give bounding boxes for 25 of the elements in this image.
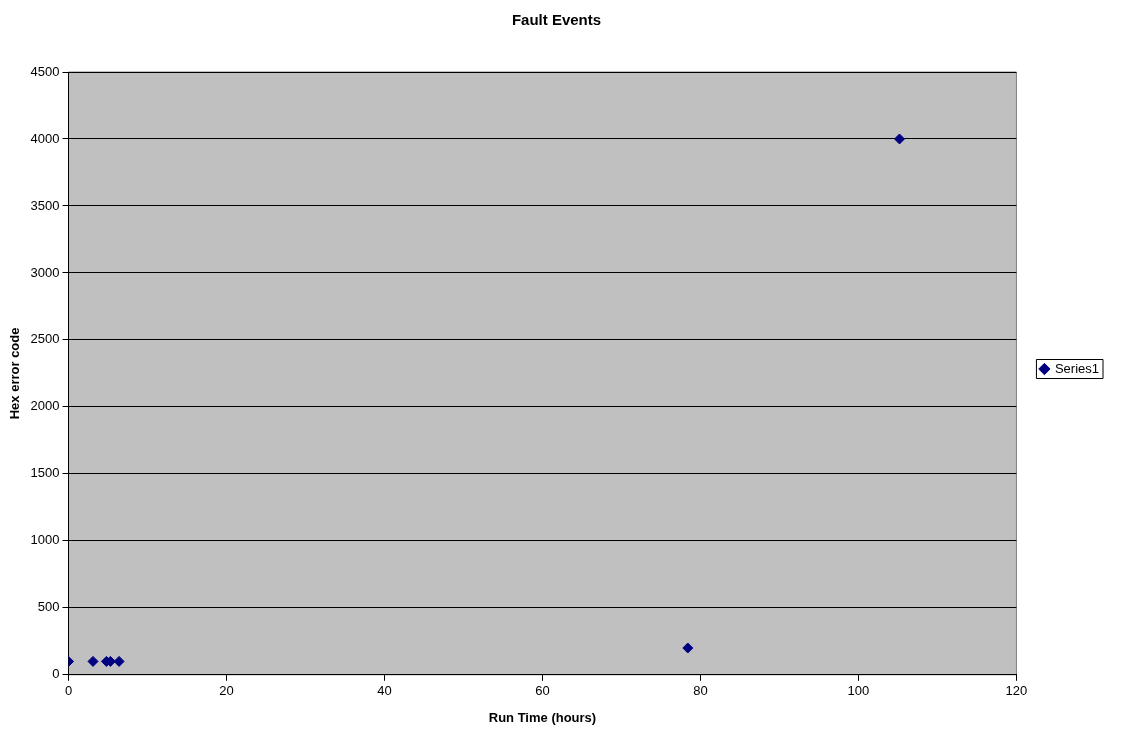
x-tick-label: 120 (1005, 683, 1028, 699)
x-tick-label: 0 (64, 683, 73, 699)
x-axis-title: Run Time (hours) (488, 709, 597, 725)
y-tick-label: 3000 (30, 264, 60, 280)
x-tick-label: 100 (847, 683, 870, 699)
y-tick-label: 0 (52, 666, 60, 682)
y-tick-label: 1000 (30, 532, 60, 548)
x-tick-label: 20 (219, 683, 234, 699)
y-tick-label: 2500 (30, 331, 60, 347)
legend-label: Series1 (1054, 360, 1099, 376)
y-tick-label: 3500 (30, 197, 60, 213)
point (682, 642, 694, 654)
y-tick-label: 500 (37, 599, 60, 615)
x-tick-label: 60 (535, 683, 550, 699)
point (113, 655, 125, 667)
y-axis-title: Hex error code (7, 327, 23, 420)
point (87, 655, 99, 667)
chart-title: Fault Events (511, 11, 602, 29)
y-tick-label: 2000 (30, 398, 60, 414)
y-tick-label: 4500 (30, 63, 60, 79)
point (894, 133, 906, 145)
y-tick-label: 1500 (30, 465, 60, 481)
x-tick-label: 80 (693, 683, 708, 699)
y-tick-label: 4000 (30, 130, 60, 146)
x-tick-label: 40 (377, 683, 392, 699)
